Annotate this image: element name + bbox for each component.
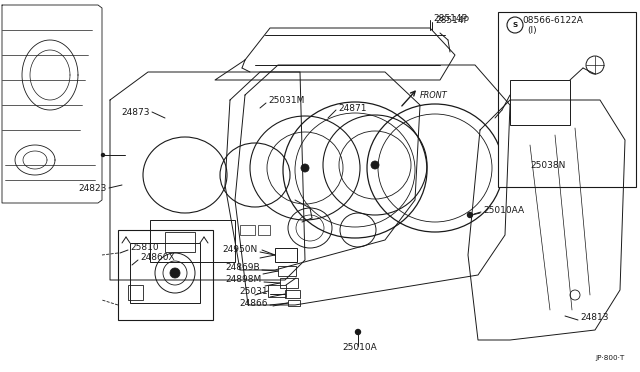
Bar [165,232,195,252]
Bar [498,12,636,187]
Text: 28514P: 28514P [433,13,467,22]
Bar [118,230,213,320]
Bar [285,290,300,298]
Text: 08566-6122A: 08566-6122A [522,16,583,25]
Text: JP·800·T: JP·800·T [596,355,625,361]
Text: FRONT: FRONT [420,90,448,99]
Circle shape [102,154,104,157]
Text: (I): (I) [527,26,536,35]
Bar [275,248,297,262]
Text: 25010AA: 25010AA [483,205,524,215]
Text: 24813: 24813 [580,314,609,323]
Text: S: S [513,22,518,28]
Bar [150,220,235,262]
Text: 24871: 24871 [338,103,367,112]
Text: 24860X: 24860X [140,253,175,263]
Text: 24823: 24823 [79,183,107,192]
Text: 24869B: 24869B [225,263,260,273]
Ellipse shape [371,161,379,169]
Text: 24873: 24873 [122,108,150,116]
Text: 25031: 25031 [239,288,268,296]
Text: 28514P: 28514P [435,16,469,25]
Text: 25810: 25810 [130,244,159,253]
Circle shape [355,330,360,334]
Text: 24898M: 24898M [226,276,262,285]
Circle shape [467,212,472,218]
Bar [128,285,143,300]
Text: 25038N: 25038N [531,160,566,170]
Bar [240,225,255,235]
Bar [258,225,270,235]
Bar [278,266,296,276]
Bar [288,300,300,306]
Text: 24866: 24866 [239,298,268,308]
Ellipse shape [301,164,309,172]
Bar [510,80,570,125]
Bar [280,278,298,288]
Bar [130,243,200,303]
Text: 25010A: 25010A [342,343,378,353]
Text: 24950N: 24950N [223,246,258,254]
Ellipse shape [170,268,180,278]
Text: 25031M: 25031M [268,96,305,105]
Bar [268,285,286,297]
